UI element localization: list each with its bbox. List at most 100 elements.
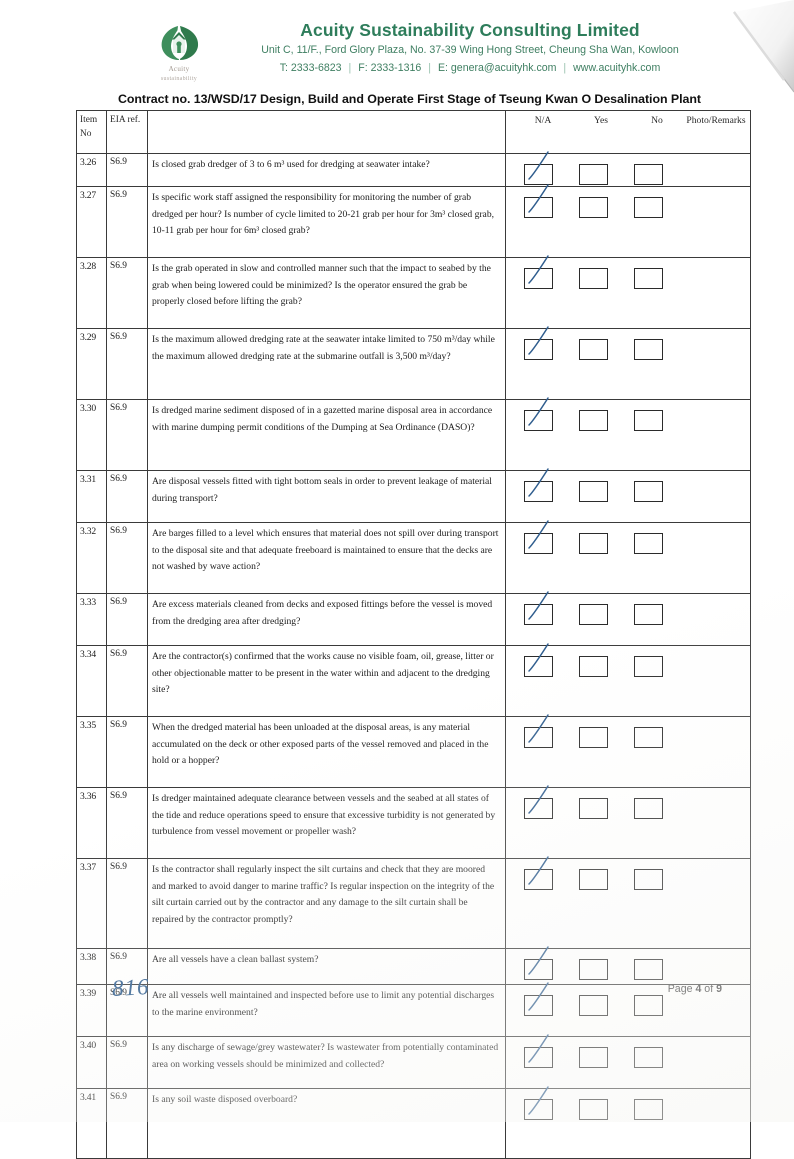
eia-ref-value: S6.9 — [110, 526, 127, 536]
checkbox-no[interactable] — [634, 481, 663, 502]
header-eia-ref: EIA ref. — [106, 110, 148, 154]
page-number-of: of — [704, 983, 714, 995]
checkbox-yes[interactable] — [579, 164, 608, 185]
checkbox-na[interactable] — [524, 643, 553, 677]
cell-question: Are all vessels have a clean ballast sys… — [147, 948, 506, 985]
cell-question: Is specific work staff assigned the resp… — [147, 186, 506, 258]
checkbox-no[interactable] — [634, 268, 663, 289]
question-text: When the dredged material has been unloa… — [152, 722, 489, 766]
handwritten-tick-icon — [528, 714, 549, 743]
checkbox-na[interactable] — [524, 785, 553, 819]
checkbox-yes[interactable] — [579, 869, 608, 890]
checkbox-yes[interactable] — [579, 410, 608, 431]
table-row: 3.37 S6.9 Is the contractor shall regularl… — [76, 856, 751, 949]
cell-marks — [505, 397, 751, 471]
cell-question: Are excess materials cleaned from decks … — [147, 593, 506, 646]
table-row: 3.40 S6.9 Is any discharge of sewage/grey … — [76, 1034, 751, 1089]
checkbox-na[interactable] — [524, 468, 553, 502]
company-contact-line: T: 2333-6823 | F: 2333-1316 | E: genera@… — [215, 62, 725, 74]
checkbox-na[interactable] — [524, 1086, 553, 1120]
cell-item-no: 3.38 — [76, 948, 107, 985]
checkbox-no[interactable] — [634, 604, 663, 625]
company-name: Acuity Sustainability Consulting Limited — [300, 20, 640, 40]
checkbox-yes[interactable] — [579, 1047, 608, 1068]
checkbox-no[interactable] — [634, 339, 663, 360]
checkbox-no[interactable] — [634, 1099, 663, 1120]
header-yes: Yes — [594, 115, 608, 126]
cell-question: Are all vessels well maintained and insp… — [147, 984, 506, 1037]
checkbox-no[interactable] — [634, 164, 663, 185]
checkbox-na[interactable] — [524, 151, 553, 185]
checkbox-yes[interactable] — [579, 533, 608, 554]
checkbox-na[interactable] — [524, 591, 553, 625]
eia-ref-value: S6.9 — [110, 157, 127, 167]
cell-item-no: 3.32 — [76, 522, 107, 594]
checkbox-na[interactable] — [524, 184, 553, 218]
question-text: Is any soil waste disposed overboard? — [152, 1094, 298, 1105]
checkbox-no[interactable] — [634, 410, 663, 431]
item-no-value: 3.34 — [80, 649, 96, 660]
checkbox-yes[interactable] — [579, 959, 608, 980]
checkbox-na[interactable] — [524, 255, 553, 289]
checkbox-yes[interactable] — [579, 604, 608, 625]
cell-eia-ref: S6.9 — [106, 399, 148, 471]
cell-question: Is the grab operated in slow and control… — [147, 257, 506, 329]
page-number-current: 4 — [695, 983, 702, 995]
company-logo: Acuity sustainability — [131, 22, 227, 88]
checkbox-yes[interactable] — [579, 656, 608, 677]
checkbox-no[interactable] — [634, 1047, 663, 1068]
checkbox-no[interactable] — [634, 197, 663, 218]
handwritten-tick-icon — [528, 397, 549, 426]
checkbox-no[interactable] — [634, 656, 663, 677]
checkbox-na[interactable] — [524, 982, 553, 1016]
company-address: Unit C, 11/F., Ford Glory Plaza, No. 37-… — [261, 44, 679, 56]
cell-eia-ref: S6.9 — [106, 470, 148, 523]
checkbox-na[interactable] — [524, 856, 553, 890]
table-row: 3.28 S6.9 Is the grab operated in slow and… — [76, 255, 751, 329]
header-item-no-line2: No — [80, 128, 92, 139]
cell-eia-ref: S6.9 — [106, 593, 148, 646]
company-fax: F: 2333-1316 — [358, 62, 422, 74]
checkbox-na[interactable] — [524, 714, 553, 748]
checkbox-na[interactable] — [524, 326, 553, 360]
checkbox-na[interactable] — [524, 520, 553, 554]
header-question-label — [148, 111, 505, 114]
checkbox-no[interactable] — [634, 959, 663, 980]
checkbox-no[interactable] — [634, 869, 663, 890]
checkbox-yes[interactable] — [579, 339, 608, 360]
handwritten-tick-icon — [528, 184, 549, 213]
handwritten-tick-icon — [528, 856, 549, 885]
checkbox-yes[interactable] — [579, 268, 608, 289]
eia-ref-value: S6.9 — [110, 332, 127, 342]
eia-ref-value: S6.9 — [110, 403, 127, 413]
checkbox-na[interactable] — [524, 1034, 553, 1068]
cell-item-no: 3.36 — [76, 787, 107, 859]
checkbox-no[interactable] — [634, 533, 663, 554]
checkbox-no[interactable] — [634, 798, 663, 819]
company-website: www.acuityhk.com — [573, 62, 661, 74]
item-no-value: 3.38 — [80, 952, 96, 963]
checkbox-yes[interactable] — [579, 197, 608, 218]
checkbox-no[interactable] — [634, 727, 663, 748]
handwritten-tick-icon — [528, 326, 549, 355]
checkbox-yes[interactable] — [579, 481, 608, 502]
checkbox-yes[interactable] — [579, 798, 608, 819]
cell-marks — [505, 1086, 751, 1159]
checkbox-yes[interactable] — [579, 995, 608, 1016]
checkbox-yes[interactable] — [579, 727, 608, 748]
checkbox-na[interactable] — [524, 946, 553, 980]
logo-subwordmark: sustainability — [160, 75, 198, 82]
handwritten-tick-icon — [528, 255, 549, 284]
checkbox-yes[interactable] — [579, 1099, 608, 1120]
table-row: 3.35 S6.9 When the dredged material has be… — [76, 714, 751, 788]
table-row: 3.36 S6.9 Is dredger maintained adequate c… — [76, 785, 751, 859]
handwritten-page-note: 816 — [111, 974, 151, 1001]
checkbox-na[interactable] — [524, 397, 553, 431]
eia-ref-value: S6.9 — [110, 190, 127, 200]
cell-item-no: 3.26 — [76, 153, 107, 187]
eia-ref-value: S6.9 — [110, 862, 127, 872]
cell-question: Is dredger maintained adequate clearance… — [147, 787, 506, 859]
cell-question: Is the maximum allowed dredging rate at … — [147, 328, 506, 400]
checkbox-no[interactable] — [634, 995, 663, 1016]
handwritten-tick-icon — [528, 520, 549, 549]
